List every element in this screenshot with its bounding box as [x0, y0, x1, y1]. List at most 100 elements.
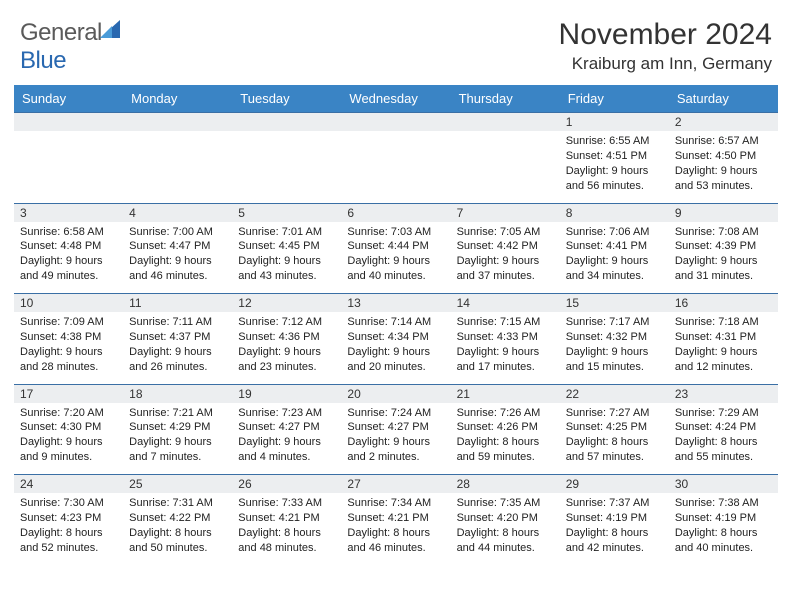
day-number-cell: 19 — [232, 384, 341, 403]
daylight-line: Daylight: 9 hours and 40 minutes. — [347, 254, 444, 284]
day-header: Thursday — [451, 85, 560, 113]
sunset-line: Sunset: 4:33 PM — [457, 330, 554, 345]
daylight-line: Daylight: 8 hours and 57 minutes. — [566, 435, 663, 465]
content-row: Sunrise: 7:20 AMSunset: 4:30 PMDaylight:… — [14, 403, 778, 475]
day-number-cell: 26 — [232, 475, 341, 494]
day-content-cell: Sunrise: 7:27 AMSunset: 4:25 PMDaylight:… — [560, 403, 669, 475]
sunrise-line: Sunrise: 7:15 AM — [457, 315, 554, 330]
sunrise-line: Sunrise: 7:33 AM — [238, 496, 335, 511]
day-number-cell: 3 — [14, 203, 123, 222]
sunrise-line: Sunrise: 7:06 AM — [566, 225, 663, 240]
day-header: Monday — [123, 85, 232, 113]
sunset-line: Sunset: 4:26 PM — [457, 420, 554, 435]
day-content-cell: Sunrise: 7:12 AMSunset: 4:36 PMDaylight:… — [232, 312, 341, 384]
daylight-line: Daylight: 8 hours and 55 minutes. — [675, 435, 772, 465]
daylight-line: Daylight: 8 hours and 52 minutes. — [20, 526, 117, 556]
sunset-line: Sunset: 4:51 PM — [566, 149, 663, 164]
sunrise-line: Sunrise: 6:57 AM — [675, 134, 772, 149]
sunset-line: Sunset: 4:47 PM — [129, 239, 226, 254]
day-number-cell: 20 — [341, 384, 450, 403]
day-number-cell: 21 — [451, 384, 560, 403]
sunrise-line: Sunrise: 7:21 AM — [129, 406, 226, 421]
sunset-line: Sunset: 4:37 PM — [129, 330, 226, 345]
day-number-cell: 14 — [451, 294, 560, 313]
sunset-line: Sunset: 4:34 PM — [347, 330, 444, 345]
day-content-cell: Sunrise: 7:31 AMSunset: 4:22 PMDaylight:… — [123, 493, 232, 565]
day-header: Saturday — [669, 85, 778, 113]
brand-sail-icon — [98, 18, 122, 47]
calendar-page: GeneralBlue November 2024 Kraiburg am In… — [0, 0, 792, 575]
daylight-line: Daylight: 9 hours and 15 minutes. — [566, 345, 663, 375]
sunset-line: Sunset: 4:44 PM — [347, 239, 444, 254]
sunset-line: Sunset: 4:20 PM — [457, 511, 554, 526]
day-number-cell: 7 — [451, 203, 560, 222]
sunrise-line: Sunrise: 7:23 AM — [238, 406, 335, 421]
daylight-line: Daylight: 9 hours and 20 minutes. — [347, 345, 444, 375]
sunset-line: Sunset: 4:36 PM — [238, 330, 335, 345]
daylight-line: Daylight: 9 hours and 28 minutes. — [20, 345, 117, 375]
day-content-cell: Sunrise: 6:58 AMSunset: 4:48 PMDaylight:… — [14, 222, 123, 294]
month-title: November 2024 — [559, 18, 772, 52]
sunset-line: Sunset: 4:41 PM — [566, 239, 663, 254]
day-content-cell: Sunrise: 7:18 AMSunset: 4:31 PMDaylight:… — [669, 312, 778, 384]
day-content-cell — [451, 131, 560, 203]
daylight-line: Daylight: 8 hours and 44 minutes. — [457, 526, 554, 556]
sunset-line: Sunset: 4:48 PM — [20, 239, 117, 254]
day-number-cell: 4 — [123, 203, 232, 222]
daylight-line: Daylight: 8 hours and 59 minutes. — [457, 435, 554, 465]
content-row: Sunrise: 7:09 AMSunset: 4:38 PMDaylight:… — [14, 312, 778, 384]
daylight-line: Daylight: 9 hours and 2 minutes. — [347, 435, 444, 465]
day-number-cell: 18 — [123, 384, 232, 403]
sunset-line: Sunset: 4:45 PM — [238, 239, 335, 254]
sunrise-line: Sunrise: 7:17 AM — [566, 315, 663, 330]
sunrise-line: Sunrise: 7:09 AM — [20, 315, 117, 330]
day-content-cell — [232, 131, 341, 203]
sunrise-line: Sunrise: 6:58 AM — [20, 225, 117, 240]
day-content-cell: Sunrise: 7:00 AMSunset: 4:47 PMDaylight:… — [123, 222, 232, 294]
day-number-cell: 24 — [14, 475, 123, 494]
daylight-line: Daylight: 9 hours and 12 minutes. — [675, 345, 772, 375]
daylight-line: Daylight: 8 hours and 40 minutes. — [675, 526, 772, 556]
day-content-cell: Sunrise: 7:37 AMSunset: 4:19 PMDaylight:… — [560, 493, 669, 565]
sunset-line: Sunset: 4:30 PM — [20, 420, 117, 435]
sunset-line: Sunset: 4:29 PM — [129, 420, 226, 435]
sunset-line: Sunset: 4:27 PM — [347, 420, 444, 435]
day-content-cell: Sunrise: 7:03 AMSunset: 4:44 PMDaylight:… — [341, 222, 450, 294]
day-number-cell: 11 — [123, 294, 232, 313]
daynum-row: 12 — [14, 113, 778, 132]
sunset-line: Sunset: 4:21 PM — [347, 511, 444, 526]
daylight-line: Daylight: 9 hours and 37 minutes. — [457, 254, 554, 284]
day-number-cell: 1 — [560, 113, 669, 132]
sunset-line: Sunset: 4:50 PM — [675, 149, 772, 164]
day-content-cell: Sunrise: 6:57 AMSunset: 4:50 PMDaylight:… — [669, 131, 778, 203]
daylight-line: Daylight: 9 hours and 7 minutes. — [129, 435, 226, 465]
daynum-row: 10111213141516 — [14, 294, 778, 313]
day-content-cell — [341, 131, 450, 203]
day-content-cell: Sunrise: 7:14 AMSunset: 4:34 PMDaylight:… — [341, 312, 450, 384]
day-header: Tuesday — [232, 85, 341, 113]
daylight-line: Daylight: 8 hours and 48 minutes. — [238, 526, 335, 556]
sunrise-line: Sunrise: 6:55 AM — [566, 134, 663, 149]
daylight-line: Daylight: 9 hours and 34 minutes. — [566, 254, 663, 284]
day-content-cell: Sunrise: 7:26 AMSunset: 4:26 PMDaylight:… — [451, 403, 560, 475]
day-content-cell: Sunrise: 7:35 AMSunset: 4:20 PMDaylight:… — [451, 493, 560, 565]
day-number-cell — [451, 113, 560, 132]
sunrise-line: Sunrise: 7:26 AM — [457, 406, 554, 421]
day-content-cell: Sunrise: 7:17 AMSunset: 4:32 PMDaylight:… — [560, 312, 669, 384]
day-number-cell: 27 — [341, 475, 450, 494]
sunset-line: Sunset: 4:22 PM — [129, 511, 226, 526]
day-content-cell: Sunrise: 7:33 AMSunset: 4:21 PMDaylight:… — [232, 493, 341, 565]
day-content-cell: Sunrise: 7:08 AMSunset: 4:39 PMDaylight:… — [669, 222, 778, 294]
sunrise-line: Sunrise: 7:08 AM — [675, 225, 772, 240]
sunrise-line: Sunrise: 7:24 AM — [347, 406, 444, 421]
day-content-cell: Sunrise: 7:24 AMSunset: 4:27 PMDaylight:… — [341, 403, 450, 475]
calendar-head: SundayMondayTuesdayWednesdayThursdayFrid… — [14, 85, 778, 113]
day-content-cell: Sunrise: 7:34 AMSunset: 4:21 PMDaylight:… — [341, 493, 450, 565]
sunset-line: Sunset: 4:31 PM — [675, 330, 772, 345]
sunset-line: Sunset: 4:32 PM — [566, 330, 663, 345]
daynum-row: 3456789 — [14, 203, 778, 222]
sunset-line: Sunset: 4:25 PM — [566, 420, 663, 435]
daylight-line: Daylight: 9 hours and 17 minutes. — [457, 345, 554, 375]
day-content-cell: Sunrise: 7:23 AMSunset: 4:27 PMDaylight:… — [232, 403, 341, 475]
day-number-cell — [232, 113, 341, 132]
